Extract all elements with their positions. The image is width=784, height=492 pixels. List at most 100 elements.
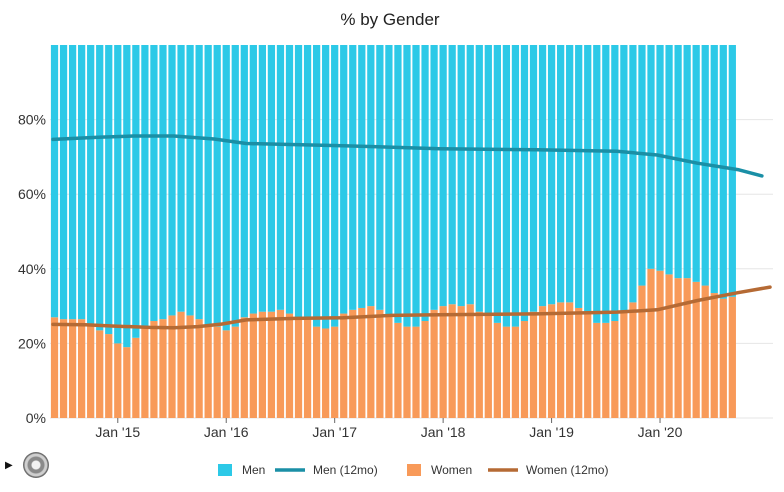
bar-women — [331, 326, 339, 418]
settings-gear-icon[interactable] — [23, 452, 49, 478]
bar-women — [475, 311, 483, 418]
bar-women — [484, 315, 492, 418]
bar-men — [466, 45, 474, 305]
bar-men — [204, 45, 212, 325]
bar-women — [59, 319, 68, 418]
bar-women — [78, 319, 86, 418]
x-tick-label: Jan '18 — [421, 424, 466, 440]
bar-men — [475, 45, 483, 312]
legend[interactable]: Men Men (12mo) Women Women (12mo) — [218, 463, 608, 477]
bar-men — [123, 45, 131, 348]
bar-men — [87, 45, 95, 325]
bar-men — [213, 45, 221, 327]
bar-men — [593, 45, 601, 323]
bar-women — [403, 326, 411, 418]
bar-men — [620, 45, 628, 312]
bar-men — [566, 45, 574, 303]
bar-men — [656, 45, 664, 271]
bar-women — [195, 319, 203, 418]
bar-men — [177, 45, 185, 312]
bar-men — [322, 45, 330, 329]
bar-men — [430, 45, 438, 310]
bar-men — [249, 45, 257, 314]
bar-women — [584, 313, 592, 418]
bar-women — [620, 311, 628, 418]
bar-women — [222, 330, 230, 418]
bar-women — [701, 285, 709, 418]
bar-men — [195, 45, 203, 320]
bar-women — [276, 309, 285, 418]
bar-women — [322, 328, 330, 418]
bar-men — [376, 45, 384, 310]
bar-men — [710, 45, 718, 294]
bar-women — [638, 285, 646, 418]
bar-men — [312, 45, 321, 327]
bar-men — [602, 45, 610, 323]
x-tick-label: Jan '15 — [95, 424, 140, 440]
bar-men — [665, 45, 673, 275]
bar-women — [240, 317, 248, 418]
bar-women — [150, 321, 158, 418]
bar-women — [249, 313, 257, 418]
bar-women — [258, 311, 266, 418]
bar-men — [96, 45, 104, 331]
bar-women — [349, 309, 357, 418]
bar-women — [430, 309, 438, 418]
bar-women — [50, 317, 59, 418]
bar-men — [186, 45, 194, 316]
bar-women — [656, 270, 664, 418]
bar-men — [502, 45, 511, 327]
bar-women — [629, 302, 637, 418]
bar-men — [457, 45, 465, 307]
y-tick-label: 20% — [18, 335, 46, 351]
bar-women — [547, 304, 556, 418]
bar-men — [584, 45, 592, 314]
bar-women — [303, 319, 312, 418]
bar-women — [457, 306, 465, 418]
bar-men — [159, 45, 167, 320]
bar-women — [538, 306, 547, 418]
bar-men — [611, 45, 619, 322]
bar-men — [394, 45, 402, 323]
bar-men — [557, 45, 565, 303]
bar-women — [647, 268, 655, 418]
bar-women — [575, 307, 583, 418]
bar-men — [349, 45, 357, 310]
bar-men — [267, 45, 276, 312]
bar-women — [367, 306, 375, 418]
bar-women — [529, 311, 538, 418]
bar-women — [159, 319, 167, 418]
bar-men — [520, 45, 529, 322]
play-icon[interactable]: ▶ — [5, 460, 13, 471]
bar-women — [186, 315, 194, 418]
bar-women — [557, 302, 565, 418]
bar-men — [285, 45, 294, 314]
x-tick-label: Jan '19 — [529, 424, 574, 440]
y-tick-label: 80% — [18, 112, 46, 128]
bar-men — [258, 45, 266, 312]
bar-men — [719, 45, 727, 299]
bar-women — [710, 293, 718, 418]
chart-title: % by Gender — [340, 10, 440, 29]
bar-women — [96, 330, 104, 418]
bar-men — [150, 45, 158, 322]
legend-label: Women (12mo) — [526, 463, 608, 477]
bar-men — [303, 45, 312, 320]
legend-swatch — [218, 464, 232, 476]
bar-men — [367, 45, 375, 307]
bar-women — [204, 324, 212, 418]
axes: 0% 20% 40% 60% 80% Jan '15 Jan '16 Jan '17 Jan '… — [18, 112, 683, 440]
bar-women — [448, 304, 456, 418]
bar-women — [87, 324, 95, 418]
trend-line-men-12mo- — [51, 134, 764, 178]
bar-men — [493, 45, 501, 323]
bar-women — [168, 315, 176, 418]
bar-men — [529, 45, 538, 312]
bar-women — [340, 313, 348, 418]
bar-women — [114, 343, 122, 418]
bar-women — [728, 296, 736, 418]
bar-men — [114, 45, 122, 344]
bar-men — [421, 45, 429, 322]
bar-women — [421, 321, 429, 418]
bar-women — [376, 309, 384, 418]
